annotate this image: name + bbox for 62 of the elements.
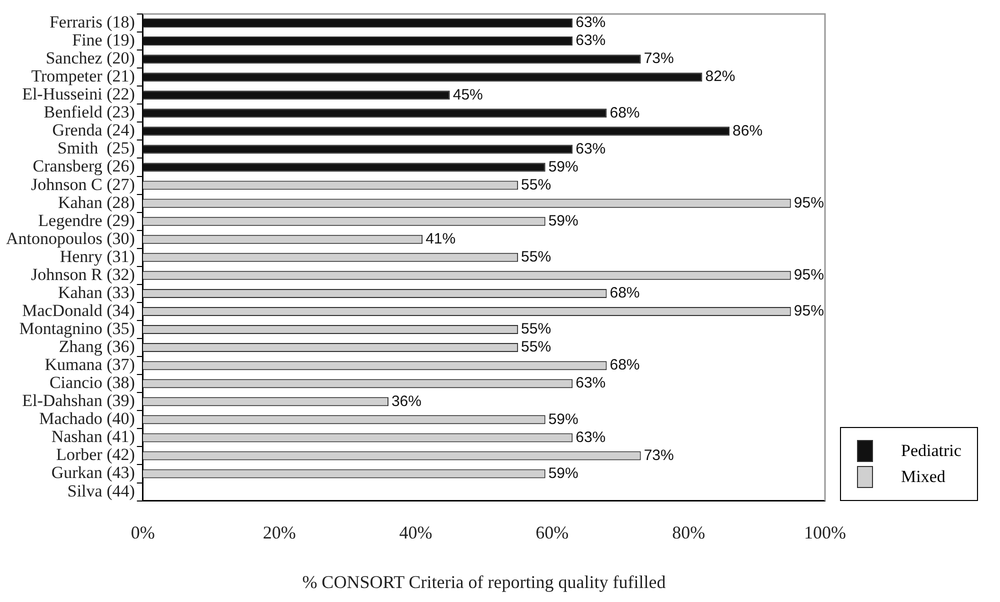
data-label: 82%: [705, 68, 736, 86]
y-tick-label: Legendre (29): [38, 210, 135, 230]
y-tick-label: Henry (31): [60, 246, 135, 266]
y-tick-label: Grenda (24): [52, 120, 135, 140]
data-label: 59%: [548, 464, 578, 482]
y-tick-label: Kumana (37): [44, 355, 135, 374]
data-label: 55%: [521, 248, 552, 266]
data-label: 63%: [576, 428, 606, 446]
y-tick-label: MacDonald (34): [22, 300, 135, 320]
data-label: 41%: [426, 230, 456, 248]
y-tick-label: Machado (40): [39, 409, 135, 428]
data-label: 95%: [794, 194, 824, 212]
data-label: 55%: [521, 176, 552, 194]
data-label: 59%: [548, 158, 578, 176]
data-label: 68%: [610, 284, 640, 302]
x-tick-label: 20%: [262, 522, 296, 542]
y-tick-label: El-Dahshan (39): [22, 391, 135, 410]
y-tick-label: Ferraris (18): [49, 12, 135, 32]
y-tick-label: Ciancio (38): [49, 373, 135, 392]
y-tick-label: Benfield (23): [44, 102, 135, 122]
data-label: 95%: [794, 302, 824, 320]
data-label: 68%: [610, 356, 640, 374]
x-tick-label: 80%: [672, 522, 706, 542]
x-tick-label: 60%: [536, 522, 569, 542]
data-label: 95%: [794, 266, 824, 284]
data-label: 73%: [644, 50, 674, 68]
data-label: 63%: [576, 32, 606, 50]
y-tick-label: Johnson C (27): [31, 174, 135, 194]
data-label: 73%: [644, 446, 674, 464]
data-label: 68%: [610, 104, 640, 122]
data-label: 59%: [548, 410, 578, 428]
data-label: 55%: [521, 338, 552, 356]
y-tick-label: Silva (44): [67, 481, 135, 500]
data-label: 59%: [548, 212, 578, 230]
x-tick-label: 0%: [130, 522, 155, 542]
data-label: 86%: [732, 122, 763, 140]
y-tick-label: Kahan (28): [58, 192, 135, 212]
x-tick-label: 40%: [399, 522, 432, 542]
y-tick-label: Sanchez (20): [46, 48, 135, 68]
y-tick-label: Kahan (33): [58, 282, 135, 302]
data-label: 63%: [576, 14, 606, 32]
legend-label: Pediatric: [901, 440, 962, 461]
x-axis-title: % CONSORT Criteria of reporting quality fufilled: [302, 572, 666, 592]
y-tick-label: El-Husseini (22): [22, 84, 135, 104]
y-tick-label: Montagnino (35): [19, 318, 135, 338]
y-tick-label: Smith (25): [57, 138, 135, 158]
y-tick-label: Johnson R (32): [31, 264, 135, 284]
y-tick-label: Zhang (36): [58, 337, 135, 356]
y-tick-label: Lorber (42): [56, 445, 135, 464]
y-tick-label: Trompeter (21): [31, 66, 135, 86]
y-tick-label: Antonopoulos (30): [6, 228, 135, 248]
data-label: 36%: [391, 392, 422, 410]
y-tick-label: Cransberg (26): [32, 156, 135, 176]
data-label: 45%: [452, 86, 483, 104]
legend-label: Mixed: [901, 466, 946, 487]
y-tick-label: Gurkan (43): [51, 463, 135, 482]
x-tick-label: 100%: [804, 522, 846, 542]
data-label: 63%: [576, 374, 606, 392]
y-tick-label: Nashan (41): [51, 427, 135, 446]
y-tick-label: Fine (19): [72, 30, 135, 50]
data-label: 55%: [521, 320, 552, 338]
data-label: 63%: [576, 140, 606, 158]
